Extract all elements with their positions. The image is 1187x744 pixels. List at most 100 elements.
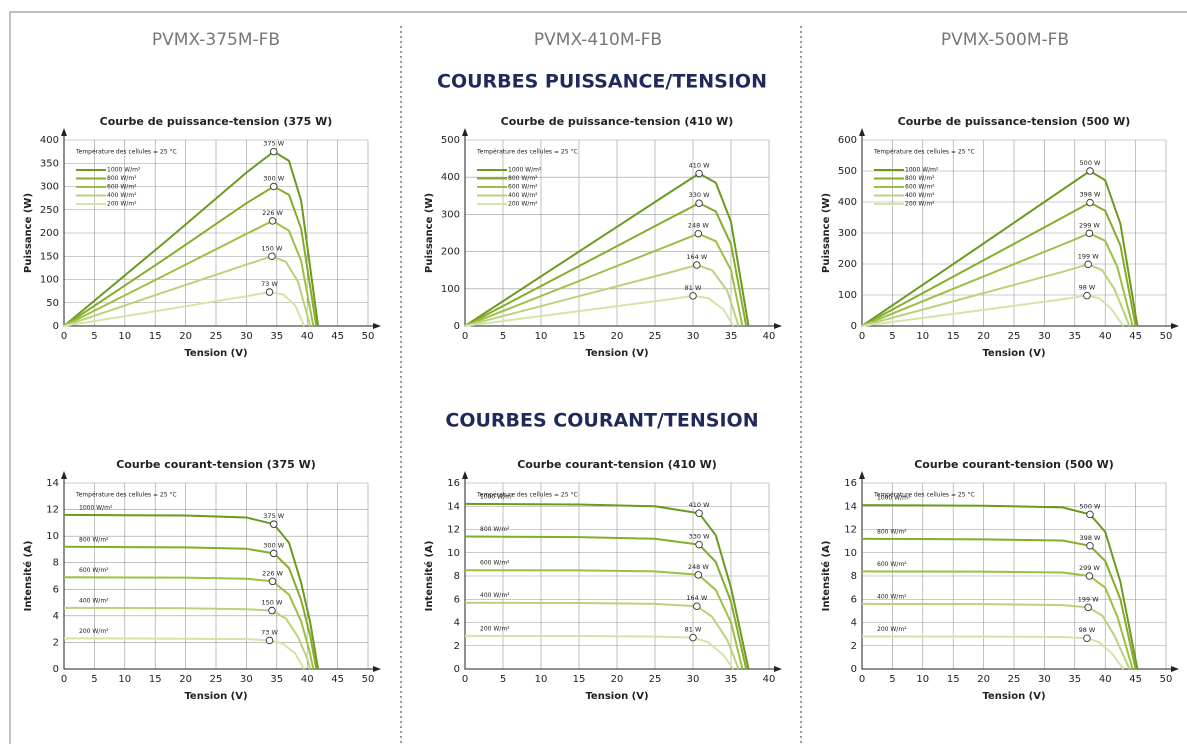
axis-arrow: [61, 471, 381, 672]
x-tick-label: 45: [331, 674, 344, 685]
x-tick-label: 0: [462, 331, 468, 342]
series-label: 200 W/m²: [79, 628, 109, 635]
legend-label: 1000 W/m²: [905, 167, 939, 174]
x-tick-label: 0: [859, 674, 865, 685]
x-tick-label: 35: [270, 674, 283, 685]
chart-title: Courbe de puissance-tension (410 W): [501, 115, 734, 128]
y-tick-label: 10: [447, 548, 460, 559]
series-label: 1000 W/m²: [79, 504, 113, 511]
y-tick-label: 500: [838, 166, 857, 177]
peak-label: 248 W: [688, 222, 709, 230]
peak-label: 150 W: [261, 244, 282, 252]
x-tick-label: 15: [573, 331, 586, 342]
y-tick-label: 150: [40, 251, 59, 262]
peak-marker: [694, 571, 703, 579]
peak-marker: [695, 199, 703, 207]
x-tick-label: 35: [725, 331, 738, 342]
series-line: [464, 264, 740, 327]
x-tick-label: 5: [889, 331, 895, 342]
y-tick-label: 14: [844, 501, 857, 512]
series-label: 600 W/m²: [79, 567, 109, 574]
y-tick-label: 8: [454, 571, 460, 582]
peak-marker: [695, 169, 703, 178]
x-tick-label: 0: [61, 331, 67, 342]
y-tick-label: 12: [447, 525, 460, 536]
series-label: 1000 W/m²: [480, 493, 514, 500]
x-tick-label: 30: [240, 674, 253, 685]
legend-label: 1000 W/m²: [107, 167, 141, 174]
x-tick-label: 40: [763, 674, 776, 685]
y-tick-label: 50: [46, 298, 59, 309]
peak-marker: [270, 520, 278, 528]
peak-marker: [1086, 542, 1094, 550]
peak-label: 299 W: [1079, 564, 1100, 572]
x-tick-label: 25: [1008, 331, 1021, 342]
series-line: [63, 606, 312, 670]
peak-marker: [270, 182, 278, 191]
y-tick-label: 14: [46, 478, 59, 489]
x-tick-label: 20: [179, 674, 192, 685]
y-tick-label: 16: [447, 478, 460, 489]
x-tick-label: 5: [500, 674, 506, 685]
x-tick-label: 20: [179, 331, 192, 342]
peak-marker: [693, 261, 701, 269]
series-line: [63, 255, 312, 327]
peak-label: 226 W: [262, 569, 283, 577]
peak-marker: [689, 633, 697, 642]
annotation: Température des cellules = 25 °C: [75, 149, 177, 156]
y-tick-label: 6: [454, 594, 460, 605]
x-axis-label: Tension (V): [982, 348, 1045, 359]
series-label: 200 W/m²: [480, 625, 510, 632]
peak-marker: [268, 606, 276, 615]
x-tick-label: 10: [916, 674, 929, 685]
y-tick-label: 200: [40, 228, 59, 239]
series-line: [63, 219, 315, 327]
y-tick-label: 0: [53, 321, 59, 332]
series-label: 600 W/m²: [877, 561, 907, 568]
axis: [63, 132, 376, 327]
peak-label: 98 W: [1079, 626, 1096, 634]
series-line: [464, 569, 744, 670]
peak-marker: [270, 147, 278, 156]
x-tick-label: 0: [462, 674, 468, 685]
series-label: 200 W/m²: [877, 626, 907, 633]
peak-label: 73 W: [261, 628, 278, 636]
x-tick-label: 5: [91, 674, 97, 685]
y-tick-label: 4: [53, 611, 59, 622]
x-tick-label: 50: [362, 331, 375, 342]
peak-label: 500 W: [1080, 159, 1101, 167]
y-tick-label: 0: [53, 664, 59, 675]
axis: [63, 475, 376, 670]
series-line: [861, 232, 1134, 327]
peak-label: 164 W: [686, 253, 707, 261]
legend-label: 800 W/m²: [107, 175, 137, 182]
series-label: 800 W/m²: [480, 526, 510, 533]
x-tick-label: 10: [118, 674, 131, 685]
frame: [9, 11, 1187, 744]
y-tick-label: 500: [441, 135, 460, 146]
y-tick-label: 400: [40, 135, 59, 146]
annotation: Température des cellules = 25 °C: [476, 492, 578, 499]
y-tick-label: 100: [441, 284, 460, 295]
peak-label: 398 W: [1080, 191, 1101, 199]
peak-label: 150 W: [261, 599, 282, 607]
x-tick-label: 15: [947, 331, 960, 342]
y-axis-label: Puissance (W): [821, 193, 832, 273]
axis: [464, 475, 777, 670]
x-tick-label: 50: [1160, 674, 1173, 685]
peak-label: 199 W: [1078, 252, 1099, 260]
peak-label: 300 W: [263, 175, 284, 183]
series-line: [861, 635, 1125, 670]
x-tick-label: 35: [725, 674, 738, 685]
chart-title: Courbe de puissance-tension (375 W): [100, 115, 333, 128]
y-tick-label: 6: [851, 594, 857, 605]
y-tick-label: 8: [53, 558, 59, 569]
peak-label: 164 W: [686, 594, 707, 602]
x-tick-label: 35: [270, 331, 283, 342]
x-axis-label: Tension (V): [585, 691, 648, 702]
peak-label: 398 W: [1080, 534, 1101, 542]
column-header: PVMX-500M-FB: [941, 30, 1069, 50]
y-tick-label: 8: [851, 571, 857, 582]
x-tick-label: 30: [687, 331, 700, 342]
axis-arrow: [462, 128, 782, 329]
